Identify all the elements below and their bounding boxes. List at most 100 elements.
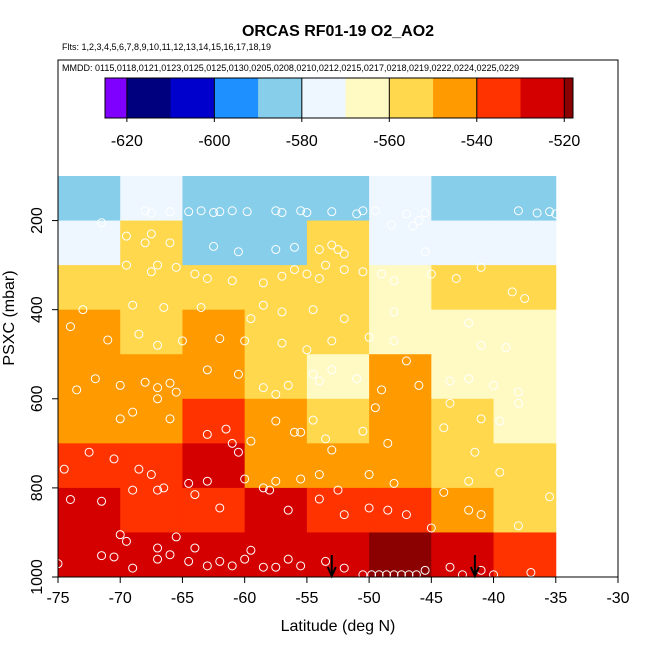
- data-point: [476, 510, 486, 520]
- data-point: [364, 470, 374, 480]
- colorbar-segment: [170, 78, 215, 118]
- data-point: [289, 427, 299, 437]
- data-point: [258, 278, 268, 288]
- data-point: [165, 550, 175, 560]
- data-point: [140, 238, 150, 248]
- data-point: [364, 503, 374, 513]
- x-tick-label: -60: [233, 590, 256, 607]
- y-tick-label: 600: [29, 385, 46, 412]
- x-tick-label: -70: [109, 590, 132, 607]
- heatmap-cell: [306, 443, 370, 489]
- data-point: [513, 521, 523, 531]
- data-point: [302, 345, 312, 355]
- data-point: [296, 206, 306, 216]
- x-tick-label: -45: [420, 590, 443, 607]
- data-point: [370, 206, 380, 216]
- colorbar: -620 -600 -580 -560 -540 -520: [104, 77, 580, 150]
- colorbar-segment: [389, 78, 434, 118]
- data-point: [411, 570, 421, 580]
- data-point: [190, 543, 200, 553]
- data-point: [314, 470, 324, 480]
- data-point: [439, 423, 449, 433]
- data-point: [277, 271, 287, 281]
- x-tick-label: -75: [46, 590, 69, 607]
- colorbar-segment: [258, 78, 303, 118]
- heatmap-cell: [431, 220, 495, 266]
- data-point: [308, 369, 318, 379]
- heatmap-cell: [120, 354, 183, 400]
- heatmap-cell: [58, 398, 121, 444]
- heatmap-cell: [493, 487, 557, 533]
- heatmap-cell: [58, 354, 121, 400]
- data-point: [401, 510, 411, 520]
- heatmap-cell: [493, 398, 557, 444]
- heatmap-cell: [182, 309, 246, 355]
- data-point: [513, 398, 523, 408]
- data-point: [339, 563, 349, 573]
- heatmap-cell: [431, 309, 495, 355]
- x-axis-label: Latitude (deg N): [281, 618, 396, 635]
- data-point: [97, 551, 107, 561]
- data-point: [240, 474, 250, 484]
- heatmap-cell: [58, 309, 121, 355]
- data-point: [296, 561, 306, 571]
- data-point: [65, 322, 75, 332]
- data-point: [377, 269, 387, 279]
- y-tick-label: 200: [29, 207, 46, 234]
- data-point: [389, 336, 399, 346]
- data-point: [153, 383, 163, 393]
- data-point: [121, 260, 131, 270]
- data-point: [339, 314, 349, 324]
- data-point: [165, 207, 175, 217]
- data-point: [364, 332, 374, 342]
- heatmap-cell: [493, 354, 557, 400]
- data-point: [289, 242, 299, 252]
- data-point: [202, 365, 212, 375]
- colorbar-segment: [520, 78, 565, 118]
- data-point: [165, 238, 175, 248]
- data-point: [233, 247, 243, 257]
- data-point: [404, 570, 414, 580]
- data-point: [489, 380, 499, 390]
- data-point: [72, 385, 82, 395]
- x-tick-label: -65: [171, 590, 194, 607]
- data-point: [476, 262, 486, 272]
- data-point: [445, 376, 455, 386]
- data-point: [165, 414, 175, 424]
- heatmap-cell: [306, 532, 370, 578]
- data-point: [209, 208, 219, 218]
- x-tick-label: -55: [295, 590, 318, 607]
- heatmap-cell: [306, 220, 370, 266]
- data-point: [128, 563, 138, 573]
- flights-label: Flts: 1,2,3,4,5,6,7,8,9,10,11,12,13,14,1…: [62, 42, 271, 52]
- data-point: [171, 387, 181, 397]
- data-point: [495, 467, 505, 477]
- heatmap-cell: [369, 309, 432, 355]
- data-point: [121, 536, 131, 546]
- data-point: [128, 485, 138, 495]
- data-point: [233, 447, 243, 457]
- heatmap-cell: [493, 309, 557, 355]
- heatmap-cell: [182, 487, 246, 533]
- data-point: [202, 476, 212, 486]
- data-point: [233, 369, 243, 379]
- dates-label: MMDD: 0115,0118,0121,0123,0125,0125,0130…: [62, 63, 519, 73]
- data-point: [358, 206, 368, 216]
- data-point: [396, 570, 406, 580]
- data-point: [383, 438, 393, 448]
- data-point: [327, 445, 337, 455]
- data-point: [283, 554, 293, 564]
- data-point: [109, 552, 119, 562]
- x-tick-label: -30: [606, 590, 629, 607]
- heatmap-cell: [431, 398, 495, 444]
- heatmap-cell: [120, 398, 183, 444]
- colorbar-segment: [301, 78, 347, 118]
- colorbar-tick-label: -620: [111, 133, 143, 150]
- data-point: [283, 380, 293, 390]
- data-point: [333, 485, 343, 495]
- heatmap-cell: [431, 176, 495, 222]
- data-point: [464, 505, 474, 515]
- data-point: [146, 470, 156, 480]
- data-point: [271, 389, 281, 399]
- data-point: [439, 487, 449, 497]
